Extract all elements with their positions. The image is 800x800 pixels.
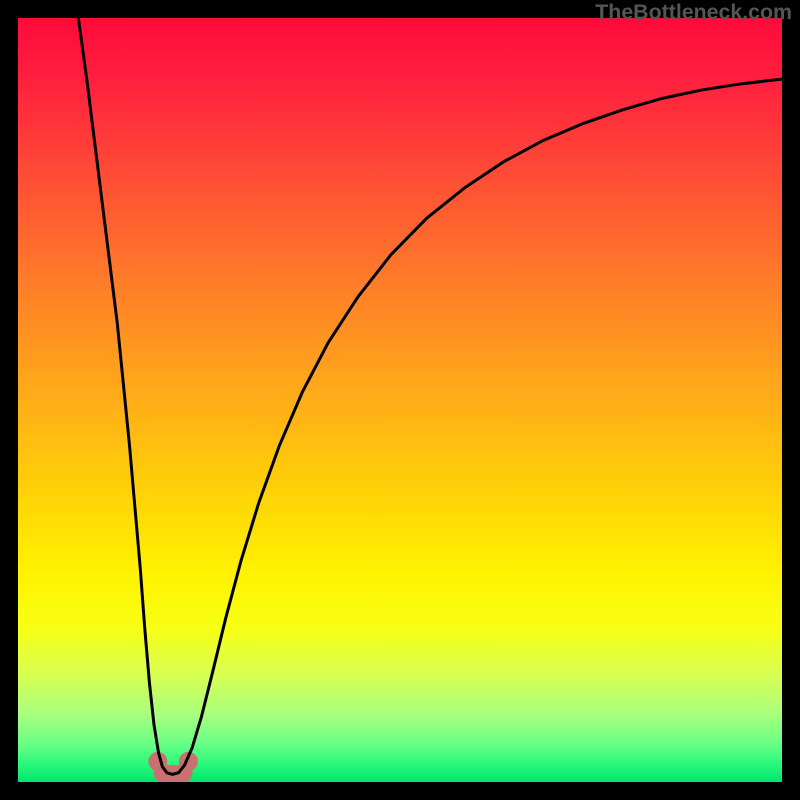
plot-background xyxy=(18,18,782,782)
chart-frame: TheBottleneck.com xyxy=(0,0,800,800)
bottleneck-chart xyxy=(18,18,782,782)
watermark-text: TheBottleneck.com xyxy=(595,0,792,25)
